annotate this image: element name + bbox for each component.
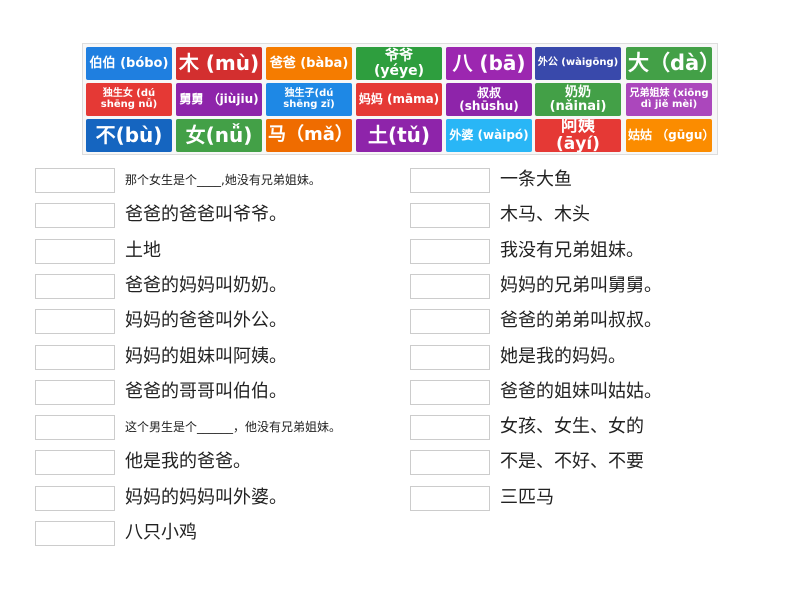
answer-tile[interactable]: 外公 (wàigōng): [535, 47, 621, 80]
drop-box[interactable]: [35, 203, 115, 229]
drop-box[interactable]: [410, 485, 490, 511]
drop-box[interactable]: [35, 521, 115, 546]
drop-box[interactable]: [35, 168, 115, 193]
question-text: 爸爸的姐妹叫姑姑。: [500, 380, 662, 402]
answer-tile[interactable]: 土(tǔ): [356, 119, 442, 152]
tile-bank: 伯伯 (bóbo) 木 (mù) 爸爸 (bàba) 爷爷 (yéye) 八 (bā) 外…: [82, 43, 718, 155]
drop-box[interactable]: [35, 485, 115, 511]
question-text: 三匹马: [500, 486, 554, 508]
question-text: 爸爸的弟弟叫叔叔。: [500, 310, 662, 332]
answer-tile[interactable]: 八 (bā): [446, 47, 532, 80]
question-text: 她是我的妈妈。: [500, 345, 626, 367]
question-text: 他是我的爸爸。: [125, 451, 251, 473]
answer-tile[interactable]: 阿姨 (āyí): [535, 119, 621, 152]
answer-tile[interactable]: 女(nǚ): [176, 119, 262, 152]
answer-tile[interactable]: 爷爷 (yéye): [356, 47, 442, 80]
answer-tile[interactable]: 大（dà）: [626, 47, 712, 80]
drop-box[interactable]: [410, 203, 490, 229]
answer-tile[interactable]: 不(bù): [86, 119, 172, 152]
answer-tile[interactable]: 外婆 (wàipó): [446, 119, 532, 152]
drop-box[interactable]: [35, 344, 115, 370]
drop-box[interactable]: [410, 309, 490, 335]
answer-tile[interactable]: 独生女 (dú shēng nǚ): [86, 83, 172, 116]
question-text: 妈妈的姐妹叫阿姨。: [125, 345, 287, 367]
drop-box[interactable]: [410, 415, 490, 441]
drop-box[interactable]: [35, 238, 115, 264]
question-text: 一条大鱼: [500, 169, 572, 190]
question-text: 那个女生是个____,她没有兄弟姐妹。: [125, 173, 321, 187]
answer-tile[interactable]: 奶奶 (nǎinai): [535, 83, 621, 116]
question-text: 爸爸的爸爸叫爷爷。: [125, 204, 287, 226]
drop-box[interactable]: [410, 168, 490, 193]
question-text: 我没有兄弟姐妹。: [500, 239, 644, 261]
drop-box[interactable]: [410, 450, 490, 476]
question-text: 妈妈的爸爸叫外公。: [125, 310, 287, 332]
answer-tile[interactable]: 独生子(dú shēng zǐ): [266, 83, 352, 116]
question-text: 木马、木头: [500, 204, 590, 226]
question-text: 八只小鸡: [125, 522, 197, 543]
drop-box[interactable]: [410, 379, 490, 405]
question-text: 不是、不好、不要: [500, 451, 644, 473]
answer-tile[interactable]: 爸爸 (bàba): [266, 47, 352, 80]
question-text: 妈妈的妈妈叫外婆。: [125, 486, 287, 508]
answer-tile[interactable]: 舅舅 （jiùjiu): [176, 83, 262, 116]
drop-box[interactable]: [410, 273, 490, 299]
drop-box[interactable]: [35, 450, 115, 476]
drop-box[interactable]: [410, 238, 490, 264]
drop-box[interactable]: [35, 379, 115, 405]
drop-box[interactable]: [35, 309, 115, 335]
answer-tile[interactable]: 木 (mù): [176, 47, 262, 80]
drop-box[interactable]: [410, 344, 490, 370]
answer-tile[interactable]: 叔叔 (shūshu): [446, 83, 532, 116]
question-text: 这个男生是个______，他没有兄弟姐妹。: [125, 420, 342, 435]
question-text: 妈妈的兄弟叫舅舅。: [500, 274, 662, 296]
drop-box[interactable]: [35, 415, 115, 441]
answer-tile[interactable]: 伯伯 (bóbo): [86, 47, 172, 80]
answer-tile[interactable]: 兄弟姐妹 (xiōng dì jiě mèi): [626, 83, 712, 116]
drop-box[interactable]: [35, 273, 115, 299]
answer-tile[interactable]: 马（mǎ）: [266, 119, 352, 152]
question-text: 女孩、女生、女的: [500, 416, 644, 438]
question-text: 爸爸的妈妈叫奶奶。: [125, 274, 287, 296]
answer-tile[interactable]: 姑姑 （gūgu）: [626, 119, 712, 152]
question-text: 土地: [125, 239, 161, 261]
question-text: 爸爸的哥哥叫伯伯。: [125, 380, 287, 402]
answer-tile[interactable]: 妈妈 (māma): [356, 83, 442, 116]
